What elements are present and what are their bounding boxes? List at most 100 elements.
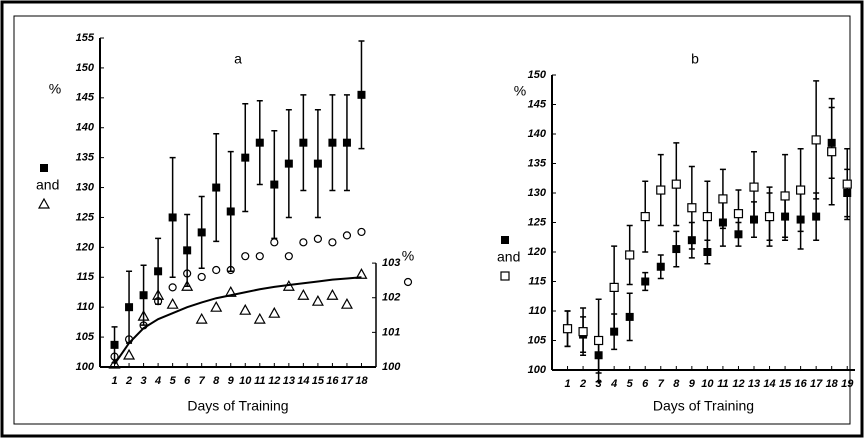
data-point xyxy=(326,288,339,300)
x-tick-label: 16 xyxy=(794,378,807,390)
data-point xyxy=(656,185,666,195)
x-tick-label: 6 xyxy=(642,378,649,390)
y-axis-label: % xyxy=(49,81,61,97)
x-tick-label: 3 xyxy=(596,378,602,390)
y-tick-label: 135 xyxy=(528,157,547,169)
x-tick-label: 14 xyxy=(763,378,775,390)
data-point xyxy=(270,180,279,189)
data-point xyxy=(609,282,619,292)
data-point xyxy=(268,306,281,318)
x-tick-label: 12 xyxy=(732,378,744,390)
data-point xyxy=(328,238,337,247)
data-point xyxy=(241,153,250,162)
data-point xyxy=(733,209,744,219)
y2-tick-label: 103 xyxy=(382,257,400,269)
y-tick-label: 125 xyxy=(528,216,547,228)
data-point xyxy=(110,340,119,349)
y-tick-label: 105 xyxy=(528,334,547,346)
y-tick-label: 125 xyxy=(76,211,95,223)
data-point xyxy=(137,309,150,321)
data-point xyxy=(168,213,177,222)
data-point xyxy=(578,327,588,337)
y-tick-label: 130 xyxy=(76,181,95,193)
data-point xyxy=(671,179,681,189)
data-point xyxy=(154,297,163,306)
data-point xyxy=(625,250,635,260)
y2-tick-label: 101 xyxy=(382,326,400,338)
data-point xyxy=(594,335,604,346)
x-axis-label: Days of Training xyxy=(653,398,754,414)
data-point xyxy=(796,185,806,195)
y-tick-label: 115 xyxy=(76,271,94,283)
x-tick-label: 1 xyxy=(564,378,570,390)
y-tick-label: 115 xyxy=(528,275,546,287)
data-point xyxy=(183,246,192,255)
legend-symbol xyxy=(37,197,51,209)
data-point xyxy=(718,194,728,204)
data-point xyxy=(342,231,352,240)
x-tick-label: 13 xyxy=(748,378,760,390)
data-point xyxy=(355,268,368,279)
x-tick-label: 10 xyxy=(701,378,714,390)
y-tick-label: 135 xyxy=(76,152,95,164)
data-point xyxy=(284,159,293,168)
y-tick-label: 150 xyxy=(76,62,95,74)
y-tick-label: 150 xyxy=(528,69,547,81)
data-point xyxy=(226,207,235,216)
data-point xyxy=(197,272,206,282)
x-tick-label: 7 xyxy=(199,375,206,387)
x-tick-label: 15 xyxy=(312,375,325,387)
chart-title: a xyxy=(234,51,242,67)
data-point xyxy=(239,303,252,315)
x-tick-label: 5 xyxy=(627,378,634,390)
x-tick-label: 17 xyxy=(810,378,823,390)
data-point xyxy=(313,159,322,168)
data-point xyxy=(139,291,148,300)
y2-axis-label: % xyxy=(402,248,414,264)
y-tick-label: 140 xyxy=(76,122,95,134)
data-point xyxy=(640,212,650,222)
data-point xyxy=(125,303,134,312)
y2-tick-label: 102 xyxy=(382,292,400,304)
data-point xyxy=(749,182,759,192)
x-tick-label: 13 xyxy=(283,375,295,387)
data-point xyxy=(110,352,119,361)
data-point xyxy=(357,227,366,237)
data-point xyxy=(210,300,223,312)
data-point xyxy=(311,294,324,306)
x-tick-label: 14 xyxy=(297,375,309,387)
data-point xyxy=(764,212,775,222)
data-point xyxy=(181,280,194,291)
data-point xyxy=(340,297,353,309)
x-tick-label: 8 xyxy=(213,375,220,387)
data-point xyxy=(299,238,308,247)
y-tick-label: 120 xyxy=(76,241,95,253)
data-point xyxy=(687,203,697,213)
x-tick-label: 2 xyxy=(579,378,586,390)
y-tick-label: 100 xyxy=(528,364,547,376)
data-point xyxy=(328,138,337,147)
x-tick-label: 18 xyxy=(355,375,368,387)
data-point xyxy=(625,312,634,321)
x-tick-label: 7 xyxy=(658,378,665,390)
fit-curve xyxy=(113,276,362,365)
data-point xyxy=(255,138,264,147)
legend-text: and xyxy=(497,249,520,265)
data-point xyxy=(827,147,837,157)
x-tick-label: 9 xyxy=(228,375,235,387)
data-point xyxy=(811,135,821,145)
x-tick-label: 19 xyxy=(841,378,854,390)
data-point xyxy=(212,265,221,275)
data-point xyxy=(641,277,650,286)
x-tick-label: 17 xyxy=(341,375,354,387)
data-point xyxy=(226,265,235,275)
x-tick-label: 10 xyxy=(239,375,252,387)
data-point xyxy=(123,348,136,360)
y-tick-label: 105 xyxy=(76,331,95,343)
data-point xyxy=(253,312,266,324)
x-tick-label: 5 xyxy=(170,375,177,387)
x-tick-label: 3 xyxy=(141,375,147,387)
data-point xyxy=(183,269,192,278)
x-tick-label: 8 xyxy=(673,378,680,390)
x-tick-label: 1 xyxy=(111,375,117,387)
